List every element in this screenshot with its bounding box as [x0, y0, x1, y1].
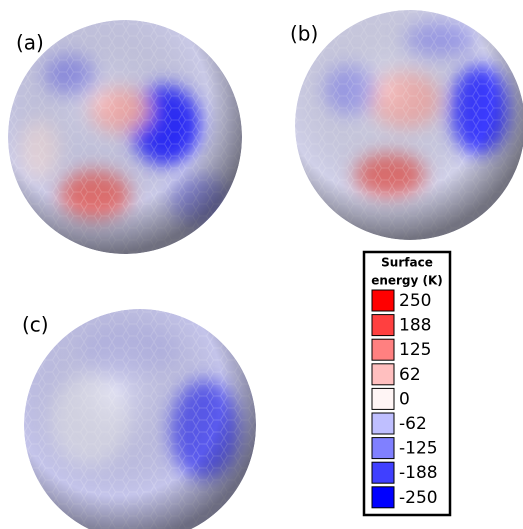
legend-label: -125 — [399, 439, 438, 459]
legend-swatch — [371, 314, 395, 337]
legend-swatch — [371, 461, 395, 484]
panel-label: (b) — [290, 22, 318, 46]
legend-title: Surface — [381, 256, 433, 270]
legend-label: 0 — [399, 389, 410, 409]
legend-label: 250 — [399, 291, 431, 311]
legend-label: 62 — [399, 365, 421, 385]
legend-swatch — [371, 289, 395, 312]
legend-label: -188 — [399, 463, 438, 483]
sphere-b — [295, 10, 523, 240]
legend-swatch — [371, 363, 395, 386]
legend-swatch — [371, 338, 395, 361]
legend-title: energy (K) — [371, 274, 443, 288]
legend-swatch — [371, 412, 395, 435]
legend-label: 188 — [399, 316, 431, 336]
legend-swatch — [371, 387, 395, 410]
panel-label: (a) — [16, 31, 44, 55]
panel-label: (c) — [22, 313, 49, 337]
legend-swatch — [371, 437, 395, 460]
legend-label: -62 — [399, 414, 427, 434]
legend-swatch — [371, 486, 395, 509]
sphere-c — [24, 309, 256, 529]
legend-label: 125 — [399, 340, 431, 360]
sphere-a — [8, 20, 242, 254]
legend-label: -250 — [399, 488, 438, 508]
